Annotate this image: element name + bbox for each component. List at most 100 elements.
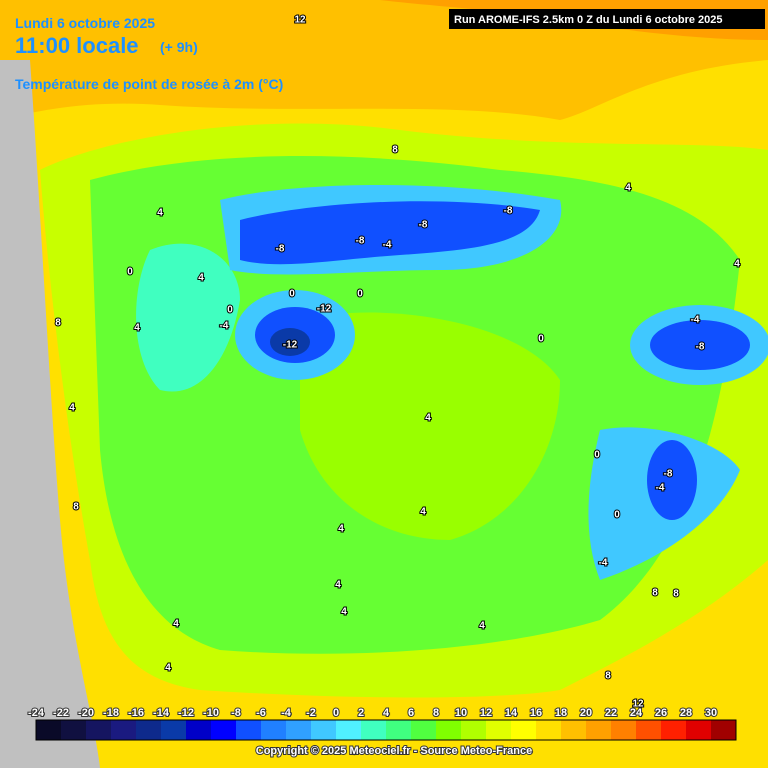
colorbar-frame	[35, 719, 737, 741]
colorbar-tick: -10	[203, 707, 219, 719]
cold-core	[650, 320, 750, 370]
color-swatch	[361, 720, 387, 740]
contour-label: -4	[599, 558, 608, 569]
contour-label: -8	[504, 206, 513, 217]
colorbar-tick: -6	[256, 707, 266, 719]
color-swatch	[61, 720, 87, 740]
color-swatch	[611, 720, 637, 740]
colorbar-tick: 24	[630, 707, 643, 719]
contour-label: 8	[73, 502, 79, 513]
color-swatch	[386, 720, 412, 740]
contour-label: 4	[198, 273, 204, 284]
contour-label: 12	[294, 15, 306, 26]
contour-label: -8	[276, 244, 285, 255]
contour-label: 0	[289, 289, 295, 300]
ocean-grey	[0, 60, 100, 768]
colorbar-tick: -8	[231, 707, 241, 719]
contour-label: -4	[220, 321, 229, 332]
contour-label: -12	[283, 340, 298, 351]
colorbar-tick: -24	[28, 707, 45, 719]
color-swatch	[186, 720, 212, 740]
colorbar-tick: -2	[306, 707, 316, 719]
contour-label: 8	[605, 671, 611, 682]
contour-label: 4	[625, 183, 631, 194]
colorbar-tick: 10	[455, 707, 467, 719]
parameter: Température de point de rosée à 2m (°C)	[15, 76, 283, 92]
contour-label: 4	[157, 208, 163, 219]
color-swatch	[661, 720, 687, 740]
color-swatch	[286, 720, 312, 740]
contour-label: 4	[479, 621, 485, 632]
color-swatch	[211, 720, 237, 740]
colorbar-tick: 2	[358, 707, 364, 719]
colorbar-tick: -16	[128, 707, 144, 719]
contour-label: -4	[691, 315, 700, 326]
color-swatch	[86, 720, 112, 740]
colorbar-tick: -18	[103, 707, 119, 719]
contour-label: -4	[383, 240, 392, 251]
contour-label: 4	[134, 323, 140, 334]
colorbar-tick: 6	[408, 707, 414, 719]
colorbar-tick: 14	[505, 707, 518, 719]
contour-label: 4	[165, 663, 171, 674]
color-swatch	[36, 720, 62, 740]
color-swatch	[561, 720, 587, 740]
colorbar-tick: 28	[680, 707, 692, 719]
contour-label: 4	[335, 580, 341, 591]
contour-label: 8	[652, 588, 658, 599]
colorbar-tick: 0	[333, 707, 339, 719]
time: 11:00 locale	[15, 33, 139, 58]
cold-core	[647, 440, 697, 520]
color-swatch	[586, 720, 612, 740]
color-swatch	[536, 720, 562, 740]
color-swatch	[111, 720, 137, 740]
contour-label: 0	[538, 334, 544, 345]
contour-label: -8	[664, 469, 673, 480]
contour-label: 4	[425, 413, 431, 424]
color-swatch	[136, 720, 162, 740]
contour-label: 0	[357, 289, 363, 300]
contour-label: 0	[227, 305, 233, 316]
land-cyan	[136, 243, 240, 392]
contour-label: -12	[317, 304, 332, 315]
color-swatch	[686, 720, 712, 740]
color-swatch	[161, 720, 187, 740]
contour-label: 4	[341, 607, 347, 618]
color-swatch	[486, 720, 512, 740]
run-box	[449, 9, 765, 29]
contour-label: 8	[392, 145, 398, 156]
contour-label: 0	[594, 450, 600, 461]
contour-label: -8	[356, 236, 365, 247]
color-swatch	[711, 720, 737, 740]
colorbar-tick: 18	[555, 707, 567, 719]
colorbar-tick: 12	[480, 707, 492, 719]
colorbar-tick: 4	[383, 707, 390, 719]
color-swatch	[236, 720, 262, 740]
color-swatch	[436, 720, 462, 740]
contour-label: -8	[696, 342, 705, 353]
contour-label: -8	[419, 220, 428, 231]
colorbar-tick: 8	[433, 707, 439, 719]
copyright: Copyright © 2025 Meteociel.fr - Source M…	[256, 745, 532, 757]
contour-label: 0	[614, 510, 620, 521]
contour-label: 8	[673, 589, 679, 600]
colorbar-tick: -22	[53, 707, 69, 719]
color-swatch	[311, 720, 337, 740]
contour-label: 8	[55, 318, 61, 329]
color-swatch	[336, 720, 362, 740]
cold-core	[240, 201, 540, 265]
cold-center	[270, 328, 310, 356]
colorbar-tick: -14	[153, 707, 170, 719]
run-label: Run AROME-IFS 2.5km 0 Z du Lundi 6 octob…	[454, 14, 723, 26]
color-swatch	[636, 720, 662, 740]
contour-label: 4	[338, 524, 344, 535]
color-swatch	[261, 720, 287, 740]
color-swatch	[461, 720, 487, 740]
contour-label: 4	[173, 619, 179, 630]
color-swatch	[511, 720, 537, 740]
date: Lundi 6 octobre 2025	[15, 15, 155, 31]
colorbar-tick: 22	[605, 707, 617, 719]
color-swatch	[411, 720, 437, 740]
contour-label: -4	[656, 483, 665, 494]
